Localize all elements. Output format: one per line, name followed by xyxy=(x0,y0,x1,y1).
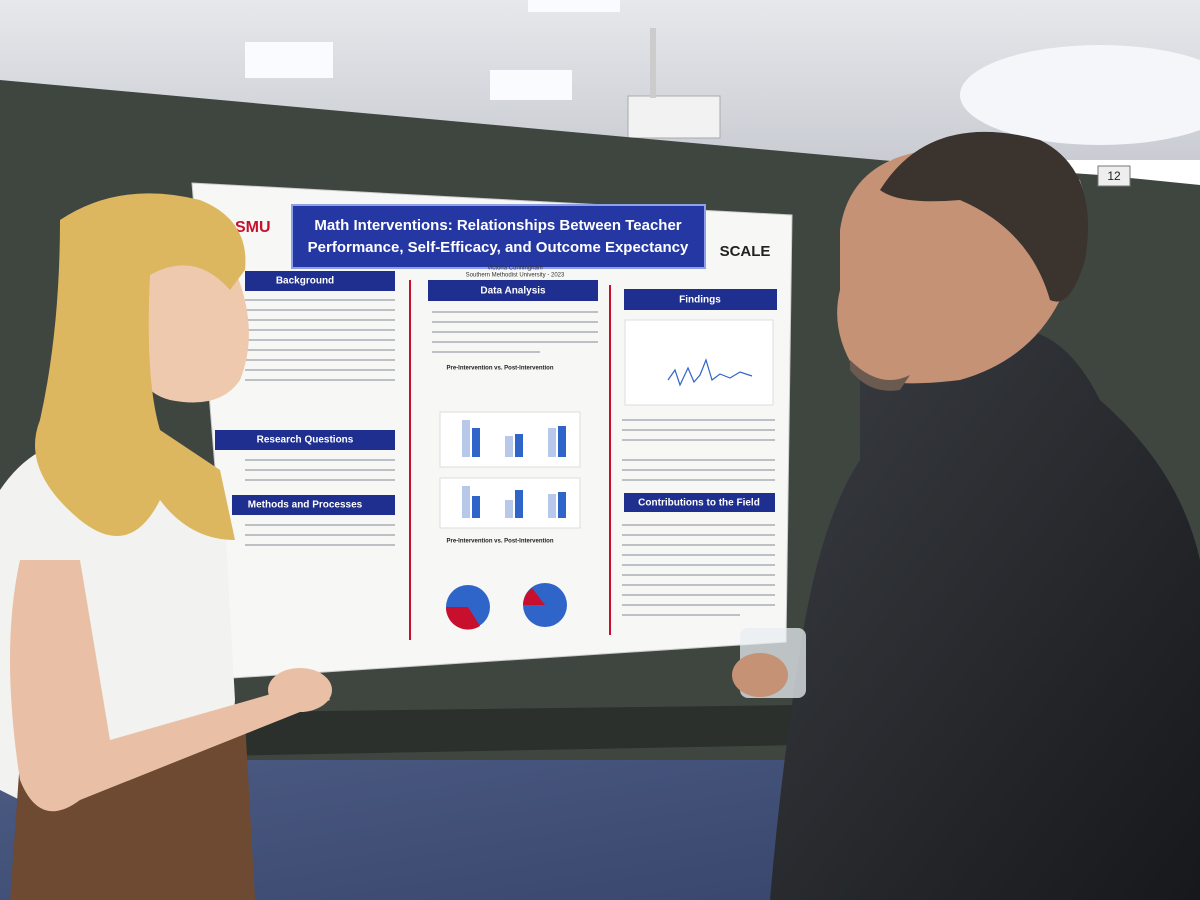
woman-presenter xyxy=(0,193,332,900)
shape xyxy=(130,238,249,403)
title-bar xyxy=(291,204,706,269)
poster-title: Performance, Self-Efficacy, and Outcome … xyxy=(308,239,689,256)
poster-title: Math Interventions: Relationships Betwee… xyxy=(314,217,681,234)
shape xyxy=(268,668,332,712)
booth-number: 12 xyxy=(1107,169,1121,183)
shape xyxy=(505,500,513,518)
projector xyxy=(627,95,721,139)
shape xyxy=(515,434,523,457)
shape xyxy=(523,588,545,605)
logo: SMU xyxy=(235,219,271,236)
ceiling-light xyxy=(490,70,572,100)
section-title: Research Questions xyxy=(257,435,354,446)
shape xyxy=(850,360,910,391)
section-header xyxy=(428,280,598,301)
ceiling-light xyxy=(245,42,333,78)
shape xyxy=(548,494,556,518)
section-title: Findings xyxy=(679,295,721,306)
shape xyxy=(770,328,1200,900)
shape xyxy=(624,319,774,406)
shape xyxy=(732,653,788,697)
shape xyxy=(515,490,523,518)
shape xyxy=(472,428,480,457)
section-header xyxy=(215,430,395,450)
ceiling-light-ring xyxy=(960,45,1200,145)
affiliation: Southern Methodist University - 2023 xyxy=(466,273,565,279)
subheading: Pre-Intervention vs. Post-Intervention xyxy=(446,539,553,545)
man-visitor xyxy=(732,131,1200,900)
subheading: Pre-Intervention vs. Post-Intervention xyxy=(446,366,553,372)
shape xyxy=(558,426,566,457)
shape xyxy=(667,358,753,387)
shape xyxy=(10,560,330,812)
shape xyxy=(445,607,480,630)
section-header xyxy=(624,289,777,310)
poster-body-text xyxy=(245,299,775,616)
ceiling-light xyxy=(528,0,620,12)
shape xyxy=(558,492,566,518)
section-title: Data Analysis xyxy=(480,286,546,297)
booth-sign xyxy=(1097,165,1131,187)
section-header xyxy=(245,271,395,291)
shape xyxy=(880,131,1088,302)
logo: SCALE xyxy=(720,243,771,260)
section-title: Background xyxy=(276,276,334,287)
poster-mini-charts xyxy=(439,319,774,630)
shape xyxy=(505,436,513,457)
shape xyxy=(35,193,246,541)
shape xyxy=(462,486,470,518)
section-title: Methods and Processes xyxy=(248,500,363,511)
projector-mount xyxy=(650,28,656,98)
shape xyxy=(462,420,470,457)
author: Victoria Cunningham xyxy=(487,266,543,272)
shape xyxy=(548,428,556,457)
section-header xyxy=(232,495,395,515)
shape xyxy=(472,496,480,518)
section-header xyxy=(624,493,775,512)
section-title: Contributions to the Field xyxy=(638,498,760,509)
